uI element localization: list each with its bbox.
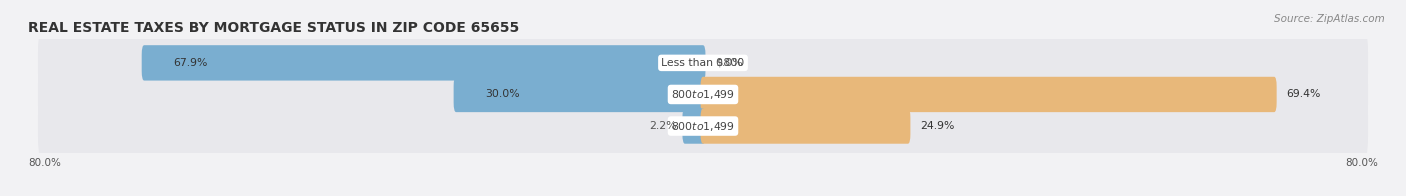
- Text: REAL ESTATE TAXES BY MORTGAGE STATUS IN ZIP CODE 65655: REAL ESTATE TAXES BY MORTGAGE STATUS IN …: [28, 21, 519, 35]
- Text: Less than $800: Less than $800: [661, 58, 745, 68]
- FancyBboxPatch shape: [454, 77, 706, 112]
- Text: $800 to $1,499: $800 to $1,499: [671, 120, 735, 132]
- Text: 0.0%: 0.0%: [716, 58, 744, 68]
- FancyBboxPatch shape: [38, 58, 1368, 131]
- FancyBboxPatch shape: [700, 108, 911, 144]
- Text: $800 to $1,499: $800 to $1,499: [671, 88, 735, 101]
- FancyBboxPatch shape: [38, 89, 1368, 163]
- Text: Source: ZipAtlas.com: Source: ZipAtlas.com: [1274, 14, 1385, 24]
- FancyBboxPatch shape: [142, 45, 706, 81]
- Text: 30.0%: 30.0%: [485, 89, 520, 99]
- Text: 2.2%: 2.2%: [650, 121, 676, 131]
- FancyBboxPatch shape: [700, 77, 1277, 112]
- Text: 69.4%: 69.4%: [1286, 89, 1320, 99]
- FancyBboxPatch shape: [682, 108, 706, 144]
- FancyBboxPatch shape: [38, 26, 1368, 100]
- Text: 67.9%: 67.9%: [173, 58, 207, 68]
- Text: 24.9%: 24.9%: [921, 121, 955, 131]
